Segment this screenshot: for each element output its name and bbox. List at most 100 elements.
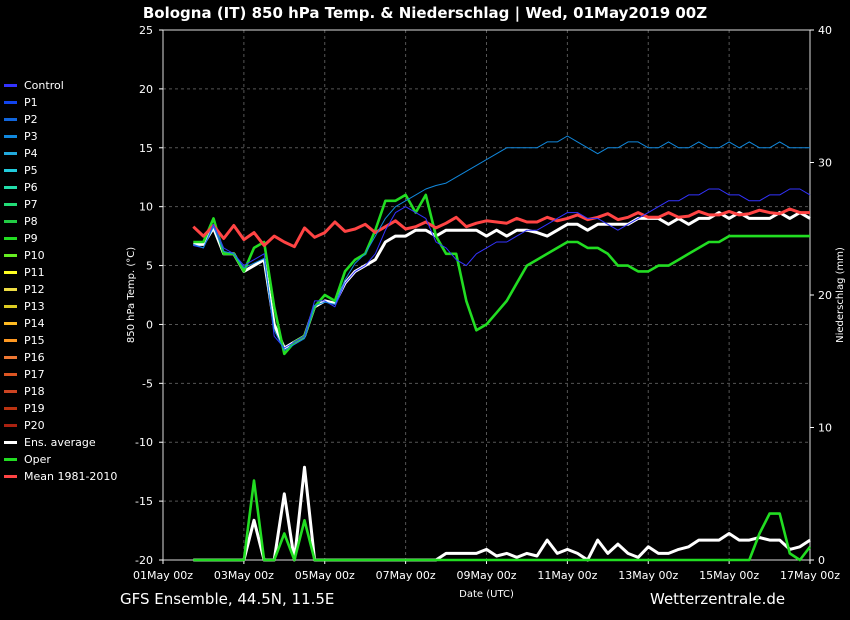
legend-label: P4 (24, 147, 38, 160)
x-tick-label: 17May 00z (780, 569, 840, 582)
legend-label: Ens. average (24, 436, 96, 449)
legend-label: P18 (24, 385, 45, 398)
legend-label: P10 (24, 249, 45, 262)
precip-series-oper (193, 479, 812, 562)
legend-swatch (4, 305, 17, 308)
legend-item: P19 (4, 400, 117, 417)
legend-item: P7 (4, 196, 117, 213)
legend-item: Ens. average (4, 434, 117, 451)
legend-item: P1 (4, 94, 117, 111)
y-left-tick-label: 20 (139, 83, 153, 96)
x-axis-title: Date (UTC) (459, 589, 514, 600)
legend-item: P13 (4, 298, 117, 315)
legend-label: P6 (24, 181, 38, 194)
legend-item: P15 (4, 332, 117, 349)
legend-item: Mean 1981-2010 (4, 468, 117, 485)
legend-item: P16 (4, 349, 117, 366)
legend-label: P2 (24, 113, 38, 126)
y-left-tick-label: -10 (135, 436, 153, 449)
temp-series-oper (193, 193, 810, 356)
legend-swatch (4, 101, 17, 104)
y-right-tick-label: 0 (818, 554, 825, 567)
legend-item: P10 (4, 247, 117, 264)
legend-label: Mean 1981-2010 (24, 470, 118, 483)
y-right-axis-title: Niederschlag (mm) (835, 247, 846, 343)
legend-label: P17 (24, 368, 45, 381)
x-tick-label: 09May 00z (456, 569, 516, 582)
legend-swatch (4, 152, 17, 155)
legend-item: P9 (4, 230, 117, 247)
legend-label: P9 (24, 232, 38, 245)
legend-swatch (4, 475, 17, 478)
legend-swatch (4, 373, 17, 376)
y-left-axis-title: 850 hPa Temp. (°C) (126, 247, 137, 343)
legend-swatch (4, 356, 17, 359)
legend-item: P5 (4, 162, 117, 179)
legend-label: P15 (24, 334, 45, 347)
legend-label: Control (24, 79, 64, 92)
legend-item: P2 (4, 111, 117, 128)
y-left-tick-label: 10 (139, 201, 153, 214)
temp-series-mean-1981-2010 (192, 207, 810, 249)
legend-swatch (4, 322, 17, 325)
legend-swatch (4, 458, 17, 461)
legend-swatch (4, 424, 17, 427)
temp-series-control (193, 188, 811, 349)
legend: Control P1 P2 P3 P4 P5 P6 P7 P8 P9 P10 P11 P12 P13 P14… (4, 77, 117, 485)
legend-item: P20 (4, 417, 117, 434)
x-tick-label: 07May 00z (376, 569, 436, 582)
legend-label: P16 (24, 351, 45, 364)
x-tick-label: 15May 00z (699, 569, 759, 582)
precip-series-ens-average (193, 465, 811, 562)
legend-item: P3 (4, 128, 117, 145)
legend-label: P20 (24, 419, 45, 432)
footer-model-info: GFS Ensemble, 44.5N, 11.5E (120, 590, 335, 608)
y-left-tick-label: -15 (135, 495, 153, 508)
legend-label: P13 (24, 300, 45, 313)
x-tick-label: 11May 00z (537, 569, 597, 582)
legend-swatch (4, 237, 17, 240)
legend-swatch (4, 288, 17, 291)
y-left-tick-label: 0 (146, 318, 153, 331)
legend-label: P19 (24, 402, 45, 415)
legend-item: Control (4, 77, 117, 94)
x-tick-label: 03May 00z (214, 569, 274, 582)
legend-label: Oper (24, 453, 51, 466)
legend-item: P11 (4, 264, 117, 281)
y-left-tick-label: 25 (139, 24, 153, 37)
legend-swatch (4, 135, 17, 138)
chart-title: Bologna (IT) 850 hPa Temp. & Niederschla… (142, 4, 708, 22)
legend-item: P18 (4, 383, 117, 400)
x-tick-label: 05May 00z (295, 569, 355, 582)
legend-label: P5 (24, 164, 38, 177)
legend-swatch (4, 220, 17, 223)
legend-item: P4 (4, 145, 117, 162)
x-tick-label: 01May 00z (133, 569, 193, 582)
legend-item: P6 (4, 179, 117, 196)
legend-label: P14 (24, 317, 45, 330)
legend-item: P8 (4, 213, 117, 230)
legend-item: P14 (4, 315, 117, 332)
legend-label: P8 (24, 215, 38, 228)
y-right-tick-label: 20 (818, 289, 832, 302)
y-right-tick-label: 10 (818, 422, 832, 435)
legend-swatch (4, 339, 17, 342)
y-left-tick-label: 15 (139, 142, 153, 155)
legend-swatch (4, 118, 17, 121)
y-right-tick-label: 30 (818, 157, 832, 170)
y-left-tick-label: -5 (142, 377, 153, 390)
y-left-tick-label: -20 (135, 554, 153, 567)
legend-label: P7 (24, 198, 38, 211)
temp-series-ens-average (193, 211, 811, 350)
legend-label: P12 (24, 283, 45, 296)
legend-swatch (4, 271, 17, 274)
legend-label: P11 (24, 266, 45, 279)
y-right-tick-label: 40 (818, 24, 832, 37)
legend-item: P17 (4, 366, 117, 383)
y-left-tick-label: 5 (146, 260, 153, 273)
legend-swatch (4, 407, 17, 410)
legend-label: P1 (24, 96, 38, 109)
legend-swatch (4, 186, 17, 189)
legend-swatch (4, 441, 17, 444)
